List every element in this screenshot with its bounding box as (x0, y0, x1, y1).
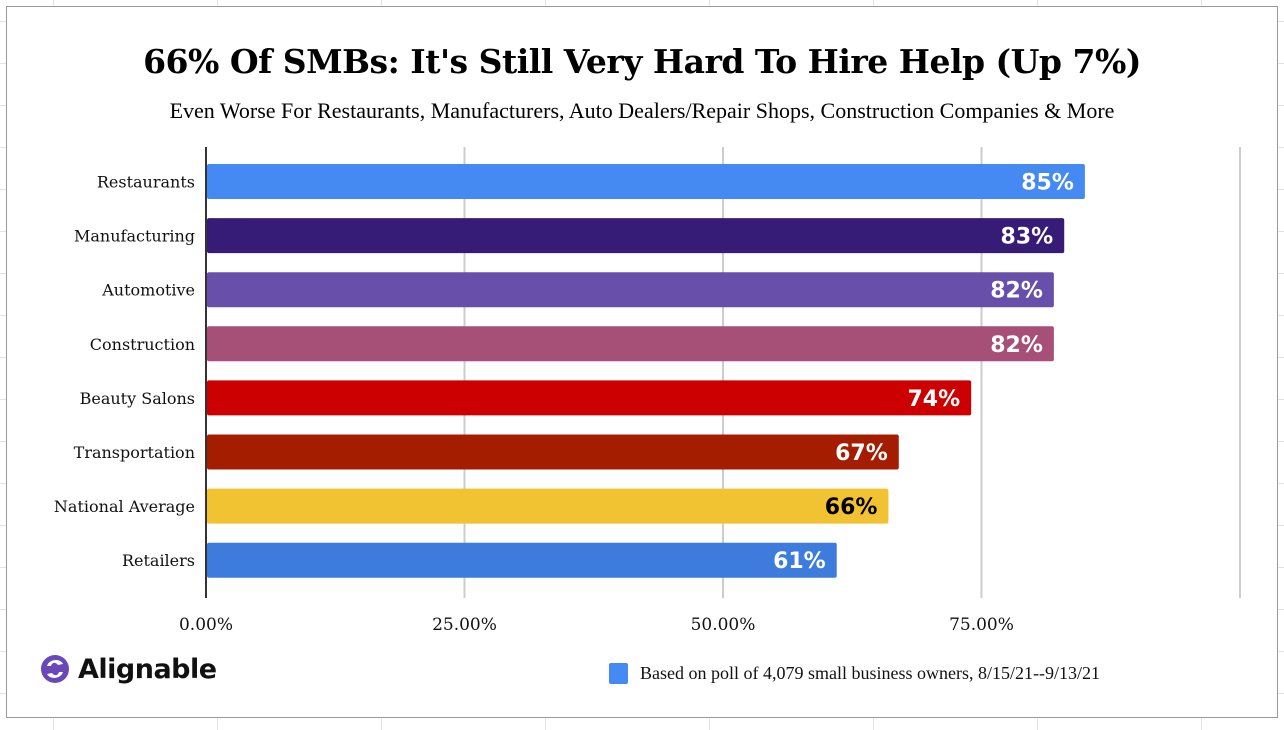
x-tick-label: 75.00% (949, 615, 1014, 635)
chart-frame (6, 6, 1278, 718)
data-label: 61% (773, 549, 826, 574)
category-label: Construction (90, 335, 195, 354)
data-label: 74% (907, 387, 960, 412)
x-tick-label: 0.00% (179, 615, 233, 635)
legend-swatch (609, 663, 628, 684)
brand-name: Alignable (78, 653, 217, 685)
bar (207, 218, 1065, 254)
bar (207, 164, 1085, 199)
x-tick-label: 25.00% (432, 615, 497, 635)
data-label: 82% (990, 333, 1043, 358)
category-label: Retailers (122, 551, 195, 570)
data-label: 66% (825, 495, 878, 520)
data-label: 85% (1021, 171, 1074, 196)
bar (207, 272, 1054, 308)
alignable-swirl-icon (41, 655, 69, 683)
data-label: 82% (990, 279, 1043, 304)
category-label: Transportation (74, 443, 195, 462)
x-tick-label: 50.00% (691, 615, 756, 635)
category-label: Automotive (101, 281, 195, 300)
bars: 85% 83% 82% 82% 74% 67% 66% 61% (207, 164, 1085, 578)
bar (207, 380, 972, 416)
x-tick-labels: 0.00% 25.00% 50.00% 75.00% (179, 615, 1014, 635)
category-label: Manufacturing (74, 227, 195, 246)
legend-label: Based on poll of 4,079 small business ow… (640, 663, 1100, 683)
category-label: Beauty Salons (80, 389, 195, 408)
bar (207, 542, 837, 578)
category-label: Restaurants (97, 173, 195, 192)
data-label: 67% (835, 441, 888, 466)
bar (207, 488, 889, 524)
category-labels: Restaurants Manufacturing Automotive Constr… (54, 173, 195, 571)
chart-title: 66% Of SMBs: It's Still Very Hard To Hir… (143, 42, 1141, 81)
alignable-logo: Alignable (40, 651, 217, 687)
bar (207, 434, 899, 470)
legend: Based on poll of 4,079 small business ow… (609, 663, 1100, 684)
data-label: 83% (1001, 225, 1054, 250)
category-label: National Average (54, 497, 195, 516)
bar (207, 326, 1054, 362)
gridlines (463, 147, 1241, 598)
chart-subtitle: Even Worse For Restaurants, Manufacturer… (169, 98, 1115, 123)
